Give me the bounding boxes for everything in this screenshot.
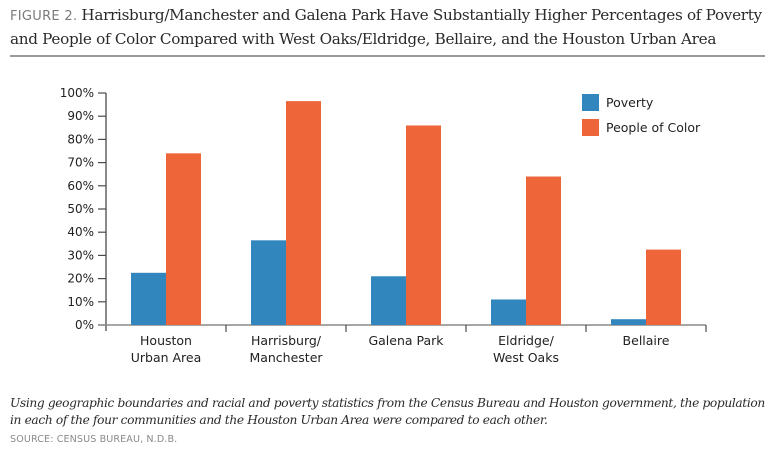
legend-swatch	[582, 119, 599, 136]
y-tick-label: 90%	[67, 109, 94, 123]
y-tick-label: 30%	[67, 248, 94, 262]
x-category-label: Houston	[140, 333, 192, 348]
bar-poverty	[371, 276, 406, 325]
bar-people-of-color	[406, 125, 441, 325]
y-tick-label: 80%	[67, 132, 94, 146]
bar-poverty	[491, 299, 526, 325]
y-tick-label: 0%	[75, 318, 94, 332]
x-category-label: Bellaire	[623, 333, 670, 348]
figure-source: SOURCE: CENSUS BUREAU, N.D.B.	[10, 434, 178, 445]
x-category-label: West Oaks	[493, 350, 559, 365]
y-tick-label: 10%	[67, 295, 94, 309]
bar-chart: 0% 10% 20% 30% 40% 50% 60% 70% 80% 90% 100% Houston…	[60, 86, 707, 365]
y-tick-label: 100%	[60, 86, 94, 100]
y-tick-label: 50%	[67, 202, 94, 216]
y-tick-label: 20%	[67, 272, 94, 286]
figure-title-text: Harrisburg/Manchester and Galena Park Ha…	[10, 6, 762, 48]
y-tick-label: 40%	[67, 225, 94, 239]
figure-title: FIGURE 2. Harrisburg/Manchester and Galen…	[10, 4, 765, 51]
title-divider	[10, 55, 765, 57]
x-category-label: Eldridge/	[498, 333, 554, 348]
y-tick-label: 60%	[67, 179, 94, 193]
bar-people-of-color	[526, 176, 561, 325]
legend-swatch	[582, 94, 599, 111]
bar-poverty	[131, 272, 166, 325]
x-category-label: Galena Park	[368, 333, 444, 348]
figure-label: FIGURE 2.	[10, 9, 78, 24]
bar-people-of-color	[646, 249, 681, 325]
x-category-label: Urban Area	[131, 350, 202, 365]
legend-label: People of Color	[606, 120, 701, 135]
bar-poverty	[611, 319, 646, 325]
figure-note: Using geographic boundaries and racial a…	[10, 396, 765, 427]
bar-poverty	[251, 240, 286, 325]
x-category-label: Harrisburg/	[251, 333, 322, 348]
x-category-label: Manchester	[249, 350, 323, 365]
bar-people-of-color	[166, 153, 201, 325]
bar-people-of-color	[286, 101, 321, 325]
legend-label: Poverty	[606, 95, 654, 110]
y-tick-label: 70%	[67, 156, 94, 170]
